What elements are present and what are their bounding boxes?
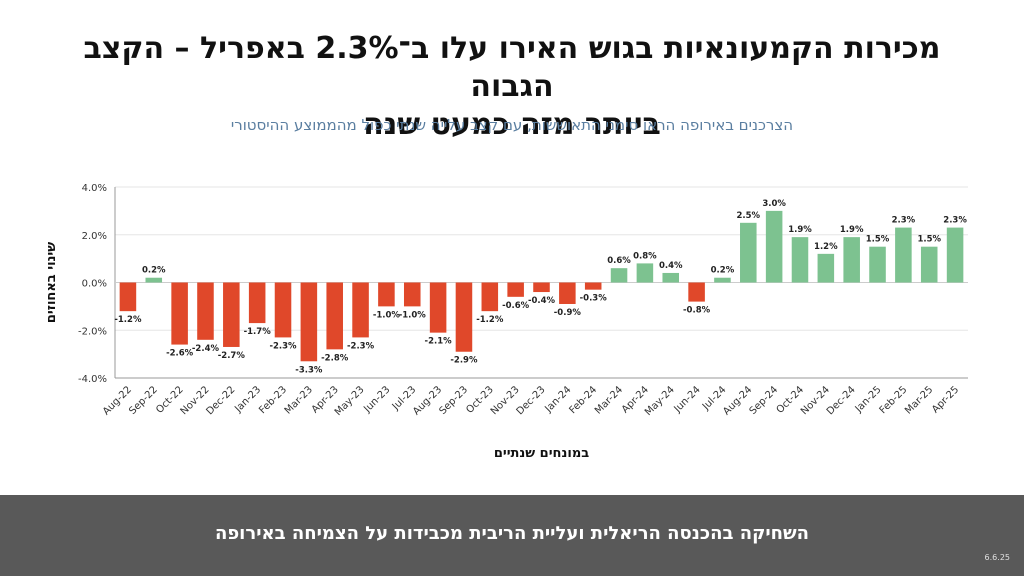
- data-label: 3.0%: [762, 199, 786, 209]
- data-label: -1.2%: [476, 315, 504, 325]
- x-tick-label: Sep-22: [127, 384, 160, 417]
- bar: [352, 282, 369, 338]
- bar: [636, 263, 654, 283]
- bar: [610, 268, 628, 283]
- data-label: -0.3%: [580, 294, 608, 304]
- bar: [248, 282, 266, 324]
- data-label: 0.4%: [659, 261, 683, 271]
- bar: [869, 246, 886, 283]
- x-tick-label: Aug-23: [411, 384, 444, 417]
- y-tick-label: -2.0%: [78, 326, 107, 337]
- data-label: 0.8%: [633, 251, 657, 261]
- data-label: 1.2%: [814, 242, 838, 252]
- bar: [714, 277, 731, 283]
- data-label: 2.3%: [943, 216, 967, 226]
- bar: [843, 237, 860, 283]
- footer-bar: השחיקה בהכנסה הריאלית ועליית הריבית מכבי…: [0, 495, 1024, 576]
- title-line-1: מכירות הקמעונאיות בגוש האירו עלו ב־2.3% …: [83, 31, 941, 104]
- x-tick-label: Jun-23: [361, 384, 392, 415]
- x-tick-label: Sep-24: [748, 384, 781, 417]
- data-label: -2.3%: [347, 341, 375, 351]
- data-label: -2.1%: [425, 337, 453, 347]
- x-tick-label: Apr-25: [930, 384, 961, 415]
- bar: [403, 282, 421, 307]
- chart-subtitle: הצרכנים באירופה הראו סימני התאוששות, עם …: [230, 116, 794, 134]
- x-tick-label: Dec-24: [825, 384, 858, 417]
- x-tick-label: Jun-24: [672, 384, 703, 415]
- bar: [533, 282, 550, 293]
- y-axis-title: שינוי באחוזים: [44, 242, 59, 323]
- bar: [455, 282, 473, 352]
- bar: [688, 282, 705, 302]
- bar: [223, 282, 240, 347]
- data-label: -0.4%: [528, 296, 556, 306]
- bar: [920, 246, 938, 283]
- x-tick-label: Mar-23: [283, 384, 315, 416]
- data-label: -3.3%: [295, 365, 323, 375]
- data-label: 1.9%: [840, 225, 864, 235]
- data-label: -2.7%: [218, 351, 246, 361]
- data-label: -2.9%: [450, 356, 478, 366]
- bar: [300, 282, 318, 362]
- x-tick-label: Mar-24: [593, 384, 625, 416]
- y-tick-label: -4.0%: [78, 374, 107, 385]
- bar: [145, 277, 163, 283]
- bar: [378, 282, 395, 307]
- data-label: -2.4%: [192, 344, 220, 354]
- x-tick-label: Dec-22: [204, 384, 237, 417]
- bar: [895, 227, 912, 283]
- data-label: 1.5%: [866, 235, 890, 245]
- bar: [946, 227, 964, 283]
- x-tick-label: Mar-25: [903, 384, 935, 416]
- data-label: -1.0%: [399, 310, 427, 320]
- data-label: 1.9%: [788, 225, 812, 235]
- bar: [119, 282, 137, 312]
- bar: [197, 282, 214, 340]
- footer-text: השחיקה בהכנסה הריאלית ועליית הריבית מכבי…: [214, 523, 810, 544]
- y-tick-label: 0.0%: [82, 279, 107, 290]
- x-tick-label: Aug-22: [101, 384, 134, 417]
- data-label: 2.5%: [736, 211, 760, 221]
- bar: [171, 282, 188, 345]
- title-line-2: ביותר מזה כמעט שנה: [363, 107, 661, 142]
- data-label: -1.7%: [244, 327, 272, 337]
- y-tick-label: 2.0%: [82, 231, 107, 242]
- bar: [507, 282, 524, 297]
- data-label: 0.2%: [142, 266, 166, 276]
- bar: [791, 237, 809, 283]
- chart-title: מכירות הקמעונאיות בגוש האירו עלו ב־2.3% …: [40, 30, 984, 144]
- bar: [326, 282, 343, 350]
- data-label: -0.8%: [683, 306, 711, 316]
- data-label: 2.3%: [892, 216, 916, 226]
- footer-date: 6.6.25: [984, 553, 1010, 562]
- bar: [817, 253, 835, 283]
- data-label: 0.2%: [711, 266, 735, 276]
- data-label: -0.9%: [554, 308, 582, 318]
- data-label: -1.2%: [114, 315, 142, 325]
- data-label: -2.3%: [269, 341, 297, 351]
- x-tick-label: Sep-23: [437, 384, 470, 417]
- y-tick-label: 4.0%: [82, 183, 107, 194]
- x-tick-label: Aug-24: [721, 384, 754, 417]
- bar: [274, 282, 292, 338]
- data-label: -2.6%: [166, 349, 194, 359]
- data-label: 1.5%: [917, 235, 941, 245]
- bar: [559, 282, 576, 304]
- bar: [662, 272, 680, 283]
- data-label: -1.0%: [373, 310, 401, 320]
- x-tick-label: Dec-23: [515, 384, 548, 417]
- bar: [740, 222, 757, 283]
- bar: [765, 210, 783, 283]
- data-label: -0.6%: [502, 301, 530, 311]
- data-label: -2.8%: [321, 353, 349, 363]
- x-axis-title: במונחים שנתיים: [494, 446, 589, 461]
- data-label: 0.6%: [607, 256, 631, 266]
- bar: [584, 282, 602, 290]
- bar: [481, 282, 499, 312]
- bar: [429, 282, 447, 333]
- bar-chart: -4.0% -2.0% 0.0% 2.0% 4.0% -1.2% 0.2% -2.6%-2.4…: [44, 183, 968, 461]
